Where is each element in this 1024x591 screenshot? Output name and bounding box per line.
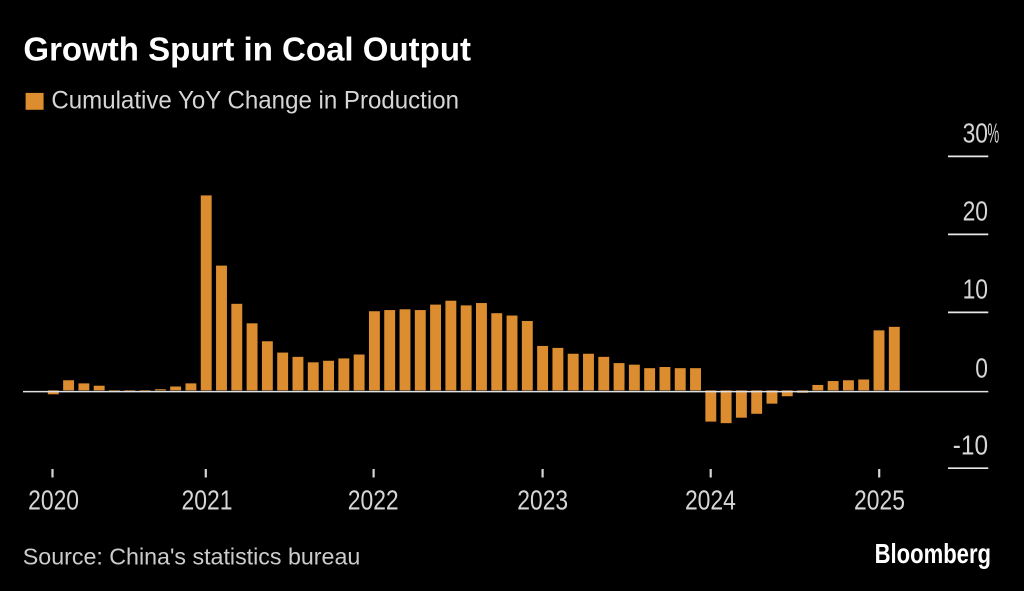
svg-text:Bloomberg: Bloomberg bbox=[875, 538, 991, 569]
svg-text:Cumulative YoY Change in Produ: Cumulative YoY Change in Production bbox=[51, 88, 459, 115]
svg-text:2020: 2020 bbox=[28, 485, 79, 516]
svg-text:30: 30 bbox=[963, 118, 988, 149]
svg-text:2025: 2025 bbox=[854, 485, 905, 516]
svg-text:2023: 2023 bbox=[517, 485, 568, 516]
svg-text:2021: 2021 bbox=[182, 485, 233, 516]
svg-text:10: 10 bbox=[963, 274, 988, 305]
svg-text:Growth Spurt in Coal Output: Growth Spurt in Coal Output bbox=[23, 31, 471, 68]
svg-text:2022: 2022 bbox=[348, 485, 399, 516]
svg-text:%: % bbox=[987, 118, 999, 149]
svg-text:0: 0 bbox=[975, 352, 988, 383]
svg-text:20: 20 bbox=[963, 196, 988, 227]
svg-text:2024: 2024 bbox=[685, 485, 736, 516]
svg-text:Source: China's statistics bur: Source: China's statistics bureau bbox=[23, 543, 361, 569]
svg-text:-10: -10 bbox=[953, 429, 988, 460]
